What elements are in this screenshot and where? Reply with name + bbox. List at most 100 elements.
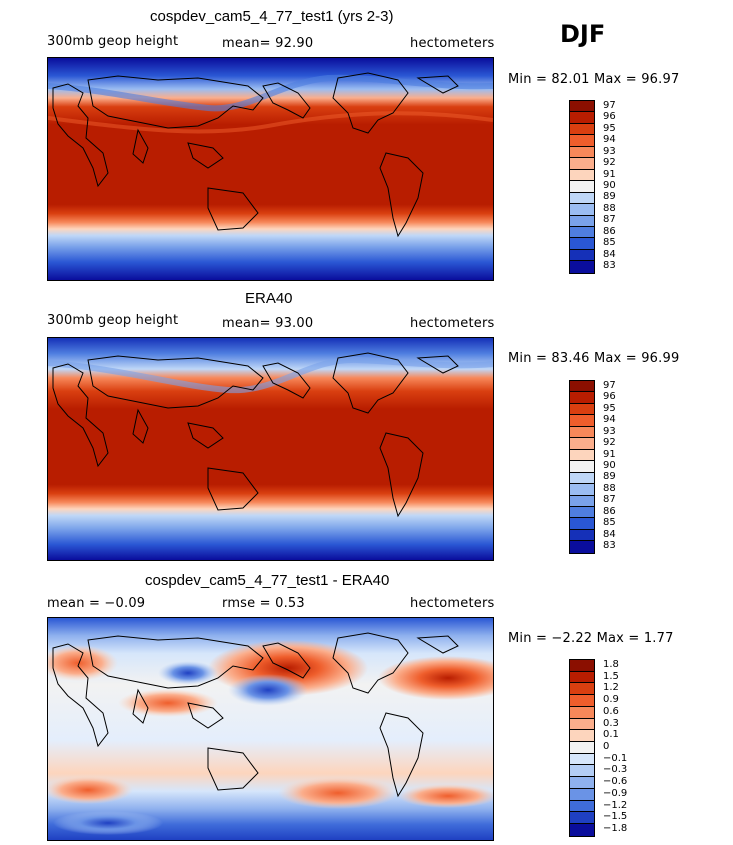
colorbar-swatch [570, 112, 594, 124]
colorbar-tick-label: −1.2 [603, 799, 628, 811]
colorbar-swatch [570, 671, 594, 684]
colorbar-swatch [570, 415, 594, 427]
colorbar-tick-label: 92 [603, 437, 616, 449]
panel-2-coastlines [52, 352, 459, 518]
colorbar-swatch [570, 238, 594, 250]
colorbar-tick-label: 83 [603, 260, 616, 272]
panel-2-units-label: hectometers [410, 316, 495, 331]
panel-2-variable-label: 300mb geop height [47, 313, 179, 328]
colorbar-tick-label: 84 [603, 528, 616, 540]
colorbar-swatch [570, 695, 594, 707]
colorbar-swatch [570, 215, 594, 227]
colorbar-swatch [570, 812, 594, 825]
colorbar-swatch [570, 541, 594, 553]
panel-2-colorbar [569, 380, 595, 554]
colorbar-swatch [570, 249, 594, 262]
colorbar-tick-label: 0.6 [603, 705, 619, 717]
panel-3-title: cospdev_cam5_4_77_test1 - ERA40 [145, 572, 390, 589]
season-label: DJF [560, 20, 606, 48]
panel-3-map [47, 617, 494, 841]
colorbar-tick-label: 88 [603, 202, 616, 214]
panel-1-colorbar [569, 100, 595, 274]
colorbar-tick-label: 1.2 [603, 682, 619, 694]
colorbar-tick-label: −0.9 [603, 787, 628, 799]
colorbar-swatch [570, 765, 594, 778]
colorbar-tick-label: 85 [603, 237, 616, 249]
colorbar-tick-label: 90 [603, 460, 616, 471]
panel-2-map [47, 337, 494, 561]
colorbar-tick-label: −0.6 [603, 776, 628, 788]
panel-2-contour-field [48, 338, 493, 560]
colorbar-tick-label: 92 [603, 157, 616, 169]
colorbar-swatch [570, 123, 594, 136]
colorbar-tick-label: 1.8 [603, 658, 619, 670]
panel-2-title: ERA40 [245, 290, 293, 307]
colorbar-swatch [570, 788, 594, 801]
panel-3-colorbar [569, 659, 595, 837]
panel-1-mean-label: mean= 92.90 [222, 36, 314, 51]
colorbar-swatch [570, 438, 594, 450]
colorbar-tick-label: 84 [603, 248, 616, 260]
colorbar-swatch [570, 169, 594, 182]
colorbar-swatch [570, 730, 594, 743]
colorbar-tick-label: 0 [603, 741, 610, 752]
colorbar-tick-label: 95 [603, 122, 616, 134]
colorbar-swatch [570, 392, 594, 404]
colorbar-swatch [570, 181, 594, 193]
panel-3-units-label: hectometers [410, 596, 495, 611]
colorbar-swatch [570, 824, 594, 836]
colorbar-tick-label: −0.3 [603, 764, 628, 776]
colorbar-swatch [570, 706, 594, 719]
colorbar-swatch [570, 158, 594, 170]
colorbar-tick-label: 91 [603, 168, 616, 180]
panel-3-difference-field [48, 618, 493, 840]
colorbar-tick-label: 91 [603, 448, 616, 460]
panel-1-minmax-label: Min = 82.01 Max = 96.97 [508, 72, 680, 87]
colorbar-swatch [570, 204, 594, 216]
colorbar-tick-label: 88 [603, 482, 616, 494]
panel-3-minmax-label: Min = −2.22 Max = 1.77 [508, 631, 674, 646]
colorbar-swatch [570, 753, 594, 766]
colorbar-swatch [570, 261, 594, 273]
colorbar-swatch [570, 101, 594, 113]
colorbar-swatch [570, 660, 594, 672]
colorbar-swatch [570, 683, 594, 696]
colorbar-tick-label: 0.1 [603, 729, 619, 741]
colorbar-tick-label: 89 [603, 191, 616, 203]
colorbar-tick-label: −1.5 [603, 811, 628, 823]
colorbar-swatch [570, 495, 594, 507]
colorbar-swatch [570, 449, 594, 462]
colorbar-tick-label: 87 [603, 214, 616, 226]
colorbar-tick-label: 0.9 [603, 694, 619, 706]
colorbar-swatch [570, 518, 594, 530]
colorbar-swatch [570, 192, 594, 205]
panel-1-title: cospdev_cam5_4_77_test1 (yrs 2-3) [150, 8, 394, 25]
panel-1-variable-label: 300mb geop height [47, 34, 179, 49]
colorbar-swatch [570, 742, 594, 754]
colorbar-tick-label: 93 [603, 425, 616, 437]
panel-3-rmse-label: rmse = 0.53 [222, 596, 305, 611]
panel-1-units-label: hectometers [410, 36, 495, 51]
colorbar-tick-label: 94 [603, 414, 616, 426]
colorbar-swatch [570, 135, 594, 147]
colorbar-swatch [570, 146, 594, 159]
panel-1-map [47, 57, 494, 281]
colorbar-swatch [570, 800, 594, 813]
panel-2-mean-label: mean= 93.00 [222, 316, 314, 331]
colorbar-swatch [570, 718, 594, 731]
panel-3-mean-label: mean = −0.09 [47, 596, 146, 611]
colorbar-tick-label: 87 [603, 494, 616, 506]
colorbar-tick-label: 94 [603, 134, 616, 146]
colorbar-tick-label: 83 [603, 540, 616, 552]
colorbar-tick-label: 0.3 [603, 717, 619, 729]
colorbar-tick-label: 85 [603, 517, 616, 529]
colorbar-tick-label: 95 [603, 402, 616, 414]
colorbar-swatch [570, 506, 594, 519]
colorbar-swatch [570, 461, 594, 473]
colorbar-swatch [570, 472, 594, 485]
colorbar-tick-label: 96 [603, 391, 616, 403]
panel-2-minmax-label: Min = 83.46 Max = 96.99 [508, 351, 680, 366]
colorbar-tick-label: 97 [603, 379, 616, 391]
colorbar-swatch [570, 484, 594, 496]
colorbar-tick-label: −0.1 [603, 752, 628, 764]
